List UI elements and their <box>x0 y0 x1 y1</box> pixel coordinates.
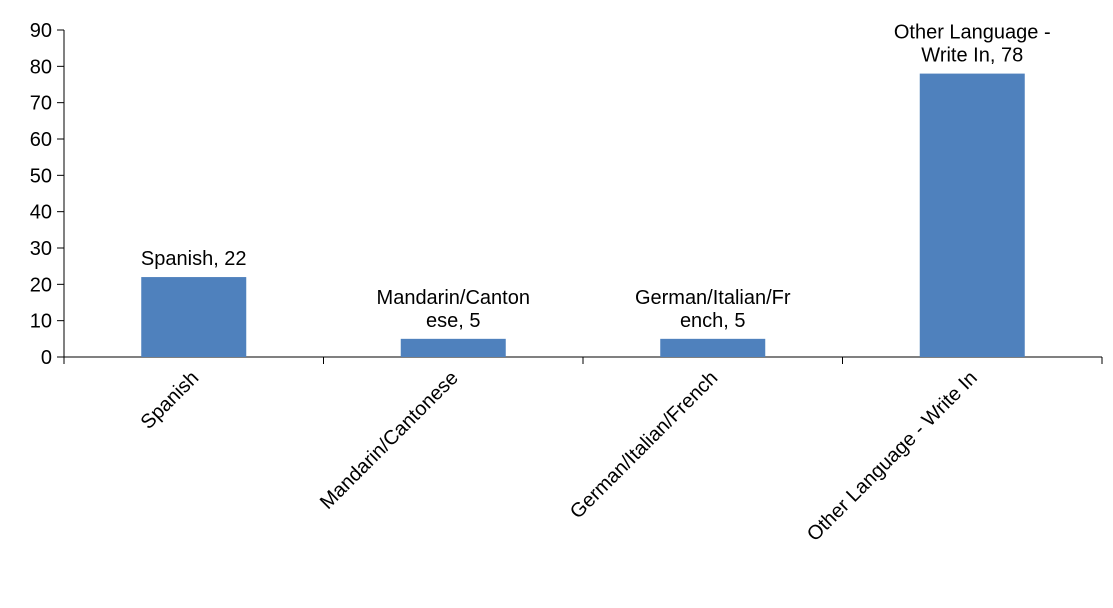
y-tick-label: 20 <box>30 274 52 296</box>
data-labels: Spanish, 22 Mandarin/Cantonese, 5 German/I… <box>141 22 1051 332</box>
x-tick-label: German/Italian/French <box>566 367 722 523</box>
y-tick-label: 70 <box>30 93 52 115</box>
y-tick-label: 40 <box>30 202 52 224</box>
data-label: Spanish, 22 <box>141 248 247 270</box>
y-tick-label: 0 <box>41 347 52 369</box>
data-label: Write In, 78 <box>921 45 1023 67</box>
data-label: Mandarin/Canton <box>377 287 530 309</box>
y-tick-label: 90 <box>30 20 52 42</box>
bar <box>400 338 506 357</box>
bars <box>141 73 1025 357</box>
category-labels: Spanish Mandarin/Cantonese German/Italian/… <box>137 367 982 546</box>
y-tick-label: 60 <box>30 129 52 151</box>
data-label: German/Italian/Fr <box>635 287 791 309</box>
x-tick-label: Spanish <box>137 367 204 434</box>
y-axis: 0 10 20 30 40 50 60 70 80 90 <box>30 20 65 369</box>
y-tick-label: 10 <box>30 311 52 333</box>
bar <box>141 277 247 357</box>
x-tick-label: Mandarin/Cantonese <box>316 367 463 514</box>
y-tick-label: 80 <box>30 56 52 78</box>
data-label: ench, 5 <box>680 310 746 332</box>
bar <box>919 73 1025 357</box>
x-tick-label: Other Language - Write In <box>803 367 982 546</box>
x-axis <box>63 356 1103 364</box>
data-label: ese, 5 <box>426 310 480 332</box>
y-tick-label: 50 <box>30 165 52 187</box>
bar <box>660 338 766 357</box>
data-label: Other Language - <box>894 22 1051 44</box>
y-tick-label: 30 <box>30 238 52 260</box>
